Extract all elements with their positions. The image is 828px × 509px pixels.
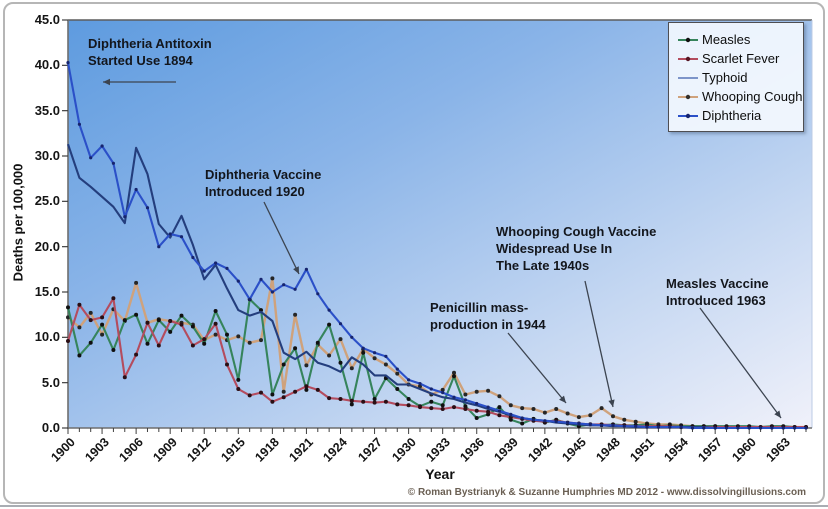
legend-swatch-icon	[678, 76, 698, 79]
y-tick-label: 0.0	[41, 420, 60, 435]
y-tick-label: 40.0	[34, 57, 60, 73]
legend-item-scarlet-fever: Scarlet Fever	[677, 49, 797, 68]
annotation-diphtheria-antitoxin: Diphtheria Antitoxin Started Use 1894	[88, 36, 212, 68]
y-tick-label: 25.0	[34, 193, 60, 209]
y-tick-label: 15.0	[34, 284, 60, 299]
legend-item-measles: Measles	[677, 30, 797, 49]
y-axis-title: Deaths per 100,000	[10, 163, 26, 282]
annotation-measles-vaccine: Measles Vaccine Introduced 1963	[666, 276, 769, 308]
y-tick-label: 45.0	[34, 12, 60, 27]
copyright-credit: © Roman Bystrianyk & Suzanne Humphries M…	[407, 487, 806, 498]
legend-label: Scarlet Fever	[702, 51, 780, 66]
legend-item-typhoid: Typhoid	[677, 68, 797, 87]
annotation-penicillin: Penicillin mass- production in 1944	[430, 300, 546, 332]
y-tick-label: 5.0	[41, 374, 60, 390]
legend-swatch-icon	[678, 56, 698, 61]
legend-box: Measles Scarlet Fever Typhoid Whooping Coug…	[668, 22, 804, 132]
legend-label: Diphtheria	[702, 108, 762, 123]
y-tick-label: 35.0	[34, 102, 60, 118]
annotation-diphtheria-vaccine: Diphtheria Vaccine Introduced 1920	[205, 167, 322, 199]
legend-swatch-icon	[678, 94, 698, 99]
legend-swatch-icon	[678, 37, 698, 42]
bottom-divider	[0, 505, 828, 507]
legend-label: Whooping Cough	[702, 89, 803, 104]
legend-swatch-icon	[678, 113, 698, 118]
x-axis-title: Year	[425, 466, 455, 482]
y-tick-label: 30.0	[34, 148, 60, 163]
y-tick-label: 10.0	[34, 329, 60, 345]
legend-item-diphtheria: Diphtheria	[677, 106, 797, 125]
legend-label: Measles	[702, 32, 751, 47]
annotation-whooping-cough-vaccine: Whooping Cough Vaccine Widespread Use In…	[496, 224, 657, 273]
legend-item-whooping-cough: Whooping Cough	[677, 87, 802, 106]
y-tick-label: 20.0	[34, 238, 60, 254]
legend-label: Typhoid	[702, 70, 748, 85]
